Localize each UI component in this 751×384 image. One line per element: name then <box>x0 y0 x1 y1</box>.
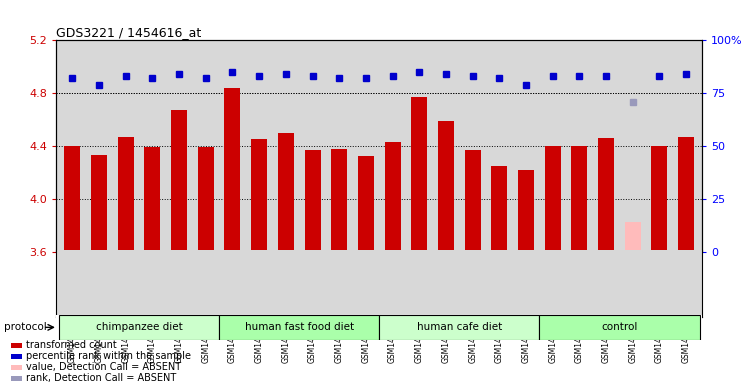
Bar <box>465 150 481 252</box>
Bar <box>412 97 427 252</box>
Bar <box>219 315 379 340</box>
Bar <box>331 149 347 252</box>
Bar <box>544 146 561 252</box>
Bar <box>304 150 321 252</box>
Bar <box>11 354 23 359</box>
Bar <box>598 138 614 252</box>
Bar <box>358 157 374 252</box>
Bar <box>11 376 23 381</box>
Bar <box>225 88 240 252</box>
Bar <box>251 139 267 252</box>
Text: value, Detection Call = ABSENT: value, Detection Call = ABSENT <box>26 362 181 372</box>
Bar <box>491 166 508 252</box>
Bar <box>118 137 134 252</box>
Text: control: control <box>602 322 638 333</box>
Bar <box>59 315 219 340</box>
Bar <box>539 315 699 340</box>
Text: transformed count: transformed count <box>26 340 117 350</box>
Bar <box>518 170 534 252</box>
Text: GDS3221 / 1454616_at: GDS3221 / 1454616_at <box>56 26 201 39</box>
Bar <box>171 110 187 252</box>
Bar <box>438 121 454 252</box>
Bar <box>144 147 161 252</box>
Bar <box>65 146 80 252</box>
Bar <box>198 147 214 252</box>
Text: rank, Detection Call = ABSENT: rank, Detection Call = ABSENT <box>26 374 176 384</box>
Bar <box>11 365 23 370</box>
Bar <box>678 137 694 252</box>
Bar <box>278 133 294 252</box>
Text: human cafe diet: human cafe diet <box>417 322 502 333</box>
Text: chimpanzee diet: chimpanzee diet <box>95 322 182 333</box>
Bar <box>651 146 668 252</box>
Text: protocol: protocol <box>4 322 47 333</box>
Text: human fast food diet: human fast food diet <box>245 322 354 333</box>
Bar <box>11 343 23 348</box>
Bar <box>379 315 539 340</box>
Bar <box>572 146 587 252</box>
Text: percentile rank within the sample: percentile rank within the sample <box>26 351 191 361</box>
Bar <box>91 155 107 252</box>
Bar <box>385 142 400 252</box>
Bar <box>625 222 641 252</box>
